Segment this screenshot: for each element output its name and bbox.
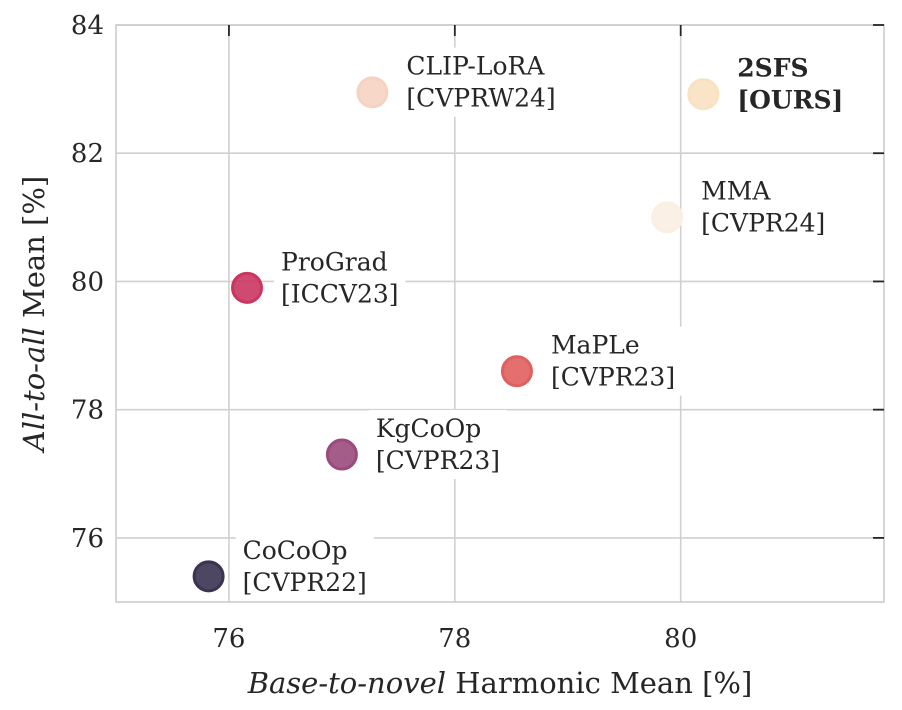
point-label: 2SFS [OURS]	[737, 54, 843, 115]
data-point	[325, 438, 358, 471]
tick-marks	[228, 24, 884, 539]
point-label-line: [CVPR22]	[243, 568, 367, 597]
y-axis-title: All-to-all Mean [%]	[17, 176, 51, 455]
data-point	[356, 76, 389, 109]
y-tick-label: 78	[71, 396, 104, 426]
point-label-line: MMA	[701, 177, 771, 206]
point-label-line: KgCoOp	[376, 414, 481, 443]
label-halos	[235, 47, 851, 601]
point-label-line: [CVPR23]	[551, 363, 675, 392]
point-label-line: 2SFS	[737, 54, 808, 83]
point-label-line: [ICCV23]	[281, 279, 399, 308]
point-label: CoCoOp [CVPR22]	[243, 536, 367, 597]
y-tick-label: 82	[71, 139, 104, 169]
label-halo	[274, 243, 406, 313]
x-tick-labels: 76 78 80	[212, 624, 697, 654]
y-axis-title-italic: All-to-all	[17, 327, 51, 454]
y-tick-labels: 76 78 80 82 84	[71, 11, 104, 554]
point-label-line: [CVPR23]	[376, 446, 500, 475]
plot-frame	[115, 24, 885, 603]
x-tick-label: 78	[438, 624, 471, 654]
data-point	[687, 78, 720, 111]
point-label-line: [OURS]	[737, 86, 843, 115]
point-label-line: MaPLe	[551, 331, 640, 360]
x-axis-title-italic: Base-to-novel	[247, 666, 446, 700]
label-halo	[368, 409, 508, 479]
data-point	[192, 560, 225, 593]
data-points	[192, 76, 720, 593]
point-label-line: ProGrad	[281, 247, 388, 276]
y-tick-label: 80	[71, 267, 104, 297]
data-point	[231, 271, 264, 304]
point-label-line: CLIP-LoRA	[406, 52, 545, 81]
point-label: ProGrad [ICCV23]	[281, 247, 399, 308]
point-label-line: [CVPRW24]	[406, 84, 555, 113]
label-halo	[730, 49, 851, 119]
point-label-line: [CVPR24]	[701, 209, 825, 238]
point-label: MaPLe [CVPR23]	[551, 331, 675, 392]
label-halo	[399, 47, 563, 117]
x-axis-title-rest: Harmonic Mean [%]	[446, 666, 752, 700]
y-tick-label: 76	[71, 524, 104, 554]
x-tick-label: 80	[664, 624, 697, 654]
point-label: KgCoOp [CVPR23]	[376, 414, 500, 475]
point-label: CLIP-LoRA [CVPRW24]	[406, 52, 555, 113]
data-point	[651, 201, 684, 234]
x-tick-label: 76	[212, 624, 245, 654]
x-axis-title: Base-to-novel Harmonic Mean [%]	[247, 666, 753, 700]
label-halo	[694, 172, 833, 242]
point-label-line: CoCoOp	[243, 536, 348, 565]
label-halo	[543, 326, 683, 396]
label-halo	[235, 531, 374, 601]
y-axis-title-rest: Mean [%]	[17, 176, 51, 327]
data-point	[500, 355, 533, 388]
point-label: MMA [CVPR24]	[701, 177, 825, 238]
point-labels: CoCoOp [CVPR22] KgCoOp [CVPR23] ProGrad [ICCV…	[243, 52, 844, 597]
y-tick-label: 84	[71, 11, 104, 41]
